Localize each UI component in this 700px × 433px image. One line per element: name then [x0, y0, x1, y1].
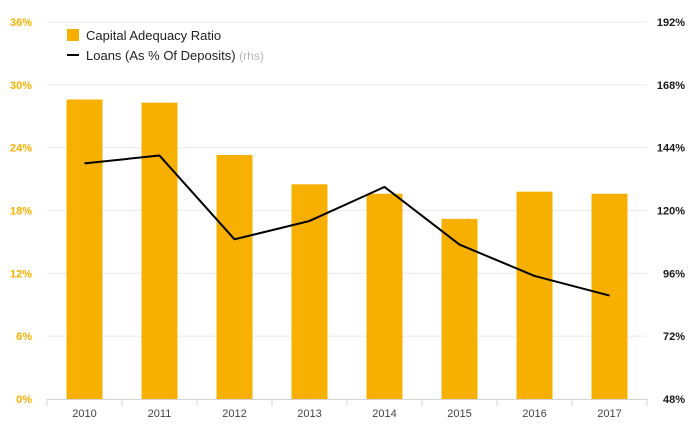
x-tick-label: 2011	[148, 408, 172, 420]
legend-swatch-bar	[67, 29, 79, 41]
right-tick-label: 48%	[663, 394, 685, 406]
left-tick-label: 30%	[10, 80, 32, 92]
left-tick-label: 0%	[16, 394, 32, 406]
bar	[591, 193, 628, 399]
right-tick-label: 120%	[657, 206, 685, 218]
legend-label-line-name: Loans (As % Of Deposits)	[86, 48, 236, 63]
left-tick-label: 36%	[10, 17, 32, 29]
legend: Capital Adequacy Ratio Loans (As % Of De…	[67, 28, 264, 63]
x-tick-label: 2010	[72, 408, 96, 420]
legend-label-line-suffix: (rhs)	[239, 49, 264, 63]
left-y-axis: 0% 6% 12% 18% 24% 30% 36%	[10, 17, 32, 406]
bar	[366, 193, 403, 399]
left-tick-label: 6%	[16, 331, 32, 343]
right-tick-label: 192%	[657, 17, 685, 29]
x-tick-label: 2012	[222, 408, 246, 420]
line-path	[84, 154, 610, 297]
x-axis	[46, 399, 648, 406]
right-tick-label: 96%	[663, 268, 685, 280]
gridlines	[47, 21, 647, 337]
bar	[216, 154, 253, 399]
left-tick-label: 24%	[10, 143, 32, 155]
x-tick-label: 2016	[522, 408, 546, 420]
right-tick-label: 72%	[663, 331, 685, 343]
x-tick-labels: 2010 2011 2012 2013 2014 2015 2016 2017	[72, 408, 621, 420]
x-tick-label: 2014	[372, 408, 396, 420]
right-y-axis: 48% 72% 96% 120% 144% 168% 192%	[657, 17, 685, 406]
left-tick-label: 12%	[10, 268, 32, 280]
bar	[441, 218, 478, 399]
x-tick-label: 2017	[597, 408, 621, 420]
bar-series	[66, 99, 628, 399]
bar	[291, 184, 328, 399]
legend-label-bar: Capital Adequacy Ratio	[86, 28, 221, 43]
left-tick-label: 18%	[10, 206, 32, 218]
bar	[66, 99, 103, 399]
line-series	[84, 154, 610, 297]
legend-label-line: Loans (As % Of Deposits) (rhs)	[86, 48, 264, 63]
x-tick-label: 2013	[297, 408, 321, 420]
right-tick-label: 168%	[657, 80, 685, 92]
bar	[141, 102, 178, 399]
bar	[516, 191, 553, 399]
x-tick-label: 2015	[447, 408, 471, 420]
right-tick-label: 144%	[657, 143, 685, 155]
